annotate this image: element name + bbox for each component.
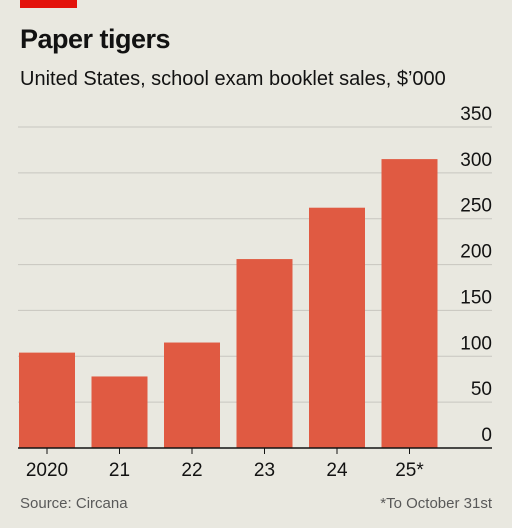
x-tick-label: 22 [181,460,202,481]
y-tick-label: 350 [460,104,492,125]
y-tick-label: 300 [460,150,492,171]
y-tick-label: 50 [471,379,492,400]
x-tick-label: 21 [109,460,130,481]
y-tick-label: 250 [460,196,492,217]
bar-2020 [19,352,75,448]
bar-24 [309,207,365,448]
y-tick-label: 100 [460,333,492,354]
y-tick-label: 200 [460,242,492,263]
y-tick-label: 0 [481,425,492,446]
y-tick-labels: 0 50 100 150 200 250 300 350 [460,104,492,446]
x-tick-label: 23 [254,460,275,481]
chart-title: Paper tigers [20,24,171,54]
footnote: *To October 31st [380,495,492,512]
bar-23 [236,259,293,448]
y-tick-label: 150 [460,287,492,308]
x-tick-labels: 2020 21 22 23 24 25* [18,447,492,481]
x-tick-label: 24 [326,460,348,481]
bar-22 [164,342,220,448]
source-note: Source: Circana [20,495,128,512]
brand-accent-bar [20,0,77,8]
chart-subtitle: United States, school exam booklet sales… [20,68,446,90]
bar-21 [91,376,148,448]
bars [19,159,438,448]
x-tick-label: 25* [395,460,424,481]
x-tick-label: 2020 [26,460,68,481]
bar-25* [381,159,438,448]
